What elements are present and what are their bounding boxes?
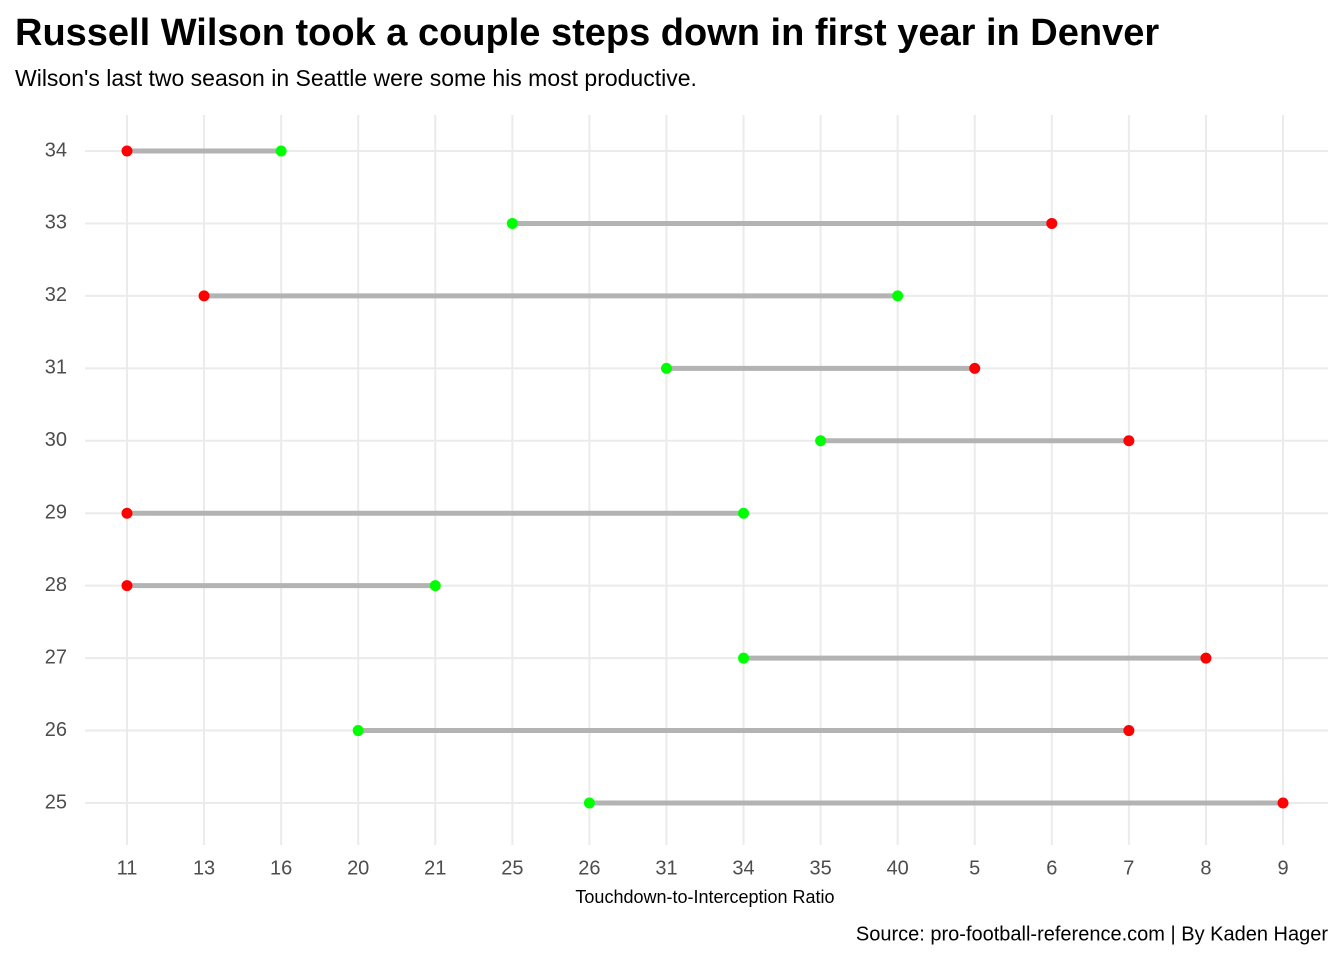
x-tick-label: 40 <box>887 857 909 879</box>
point <box>892 290 904 302</box>
point <box>275 145 287 157</box>
x-tick-label: 21 <box>424 857 446 879</box>
point <box>429 580 441 592</box>
x-tick-label: 20 <box>347 857 369 879</box>
y-tick-label: 27 <box>45 646 67 668</box>
point <box>738 652 750 664</box>
point <box>198 290 210 302</box>
y-tick-label: 26 <box>45 719 67 741</box>
x-tick-label: 16 <box>270 857 292 879</box>
x-tick-label: 5 <box>969 857 980 879</box>
x-tick-label: 11 <box>117 857 138 879</box>
caption: Source: pro-football-reference.com | By … <box>856 923 1328 945</box>
point <box>1200 652 1212 664</box>
x-tick-label: 13 <box>193 857 215 879</box>
x-tick-label: 35 <box>809 857 831 879</box>
point <box>1123 435 1135 447</box>
y-tick-label: 25 <box>45 791 67 813</box>
chart-title: Russell Wilson took a couple steps down … <box>15 12 1159 54</box>
y-tick-label: 29 <box>45 502 67 524</box>
point <box>352 725 364 737</box>
x-tick-label: 34 <box>732 857 754 879</box>
y-tick-label: 33 <box>45 212 67 234</box>
x-tick-label: 25 <box>501 857 523 879</box>
chart-subtitle: Wilson's last two season in Seattle were… <box>15 65 697 91</box>
y-tick-label: 31 <box>45 357 67 379</box>
point <box>1277 797 1289 809</box>
point <box>121 507 133 519</box>
point <box>583 797 595 809</box>
x-tick-label: 7 <box>1123 857 1134 879</box>
y-tick-label: 34 <box>45 139 67 161</box>
point <box>1123 725 1135 737</box>
point <box>1046 217 1058 229</box>
y-tick-label: 28 <box>45 574 67 596</box>
point <box>815 435 827 447</box>
x-tick-label: 26 <box>578 857 600 879</box>
y-tick-label: 30 <box>45 429 67 451</box>
point <box>121 145 133 157</box>
x-tick-label: 31 <box>655 857 677 879</box>
y-tick-label: 32 <box>45 284 67 306</box>
point <box>738 507 750 519</box>
x-tick-label: 9 <box>1277 857 1288 879</box>
point <box>660 362 672 374</box>
x-tick-label: 8 <box>1200 857 1211 879</box>
x-tick-label: 6 <box>1046 857 1057 879</box>
point <box>506 217 518 229</box>
x-axis-label: Touchdown-to-Interception Ratio <box>575 887 834 907</box>
point <box>969 362 981 374</box>
point <box>121 580 133 592</box>
